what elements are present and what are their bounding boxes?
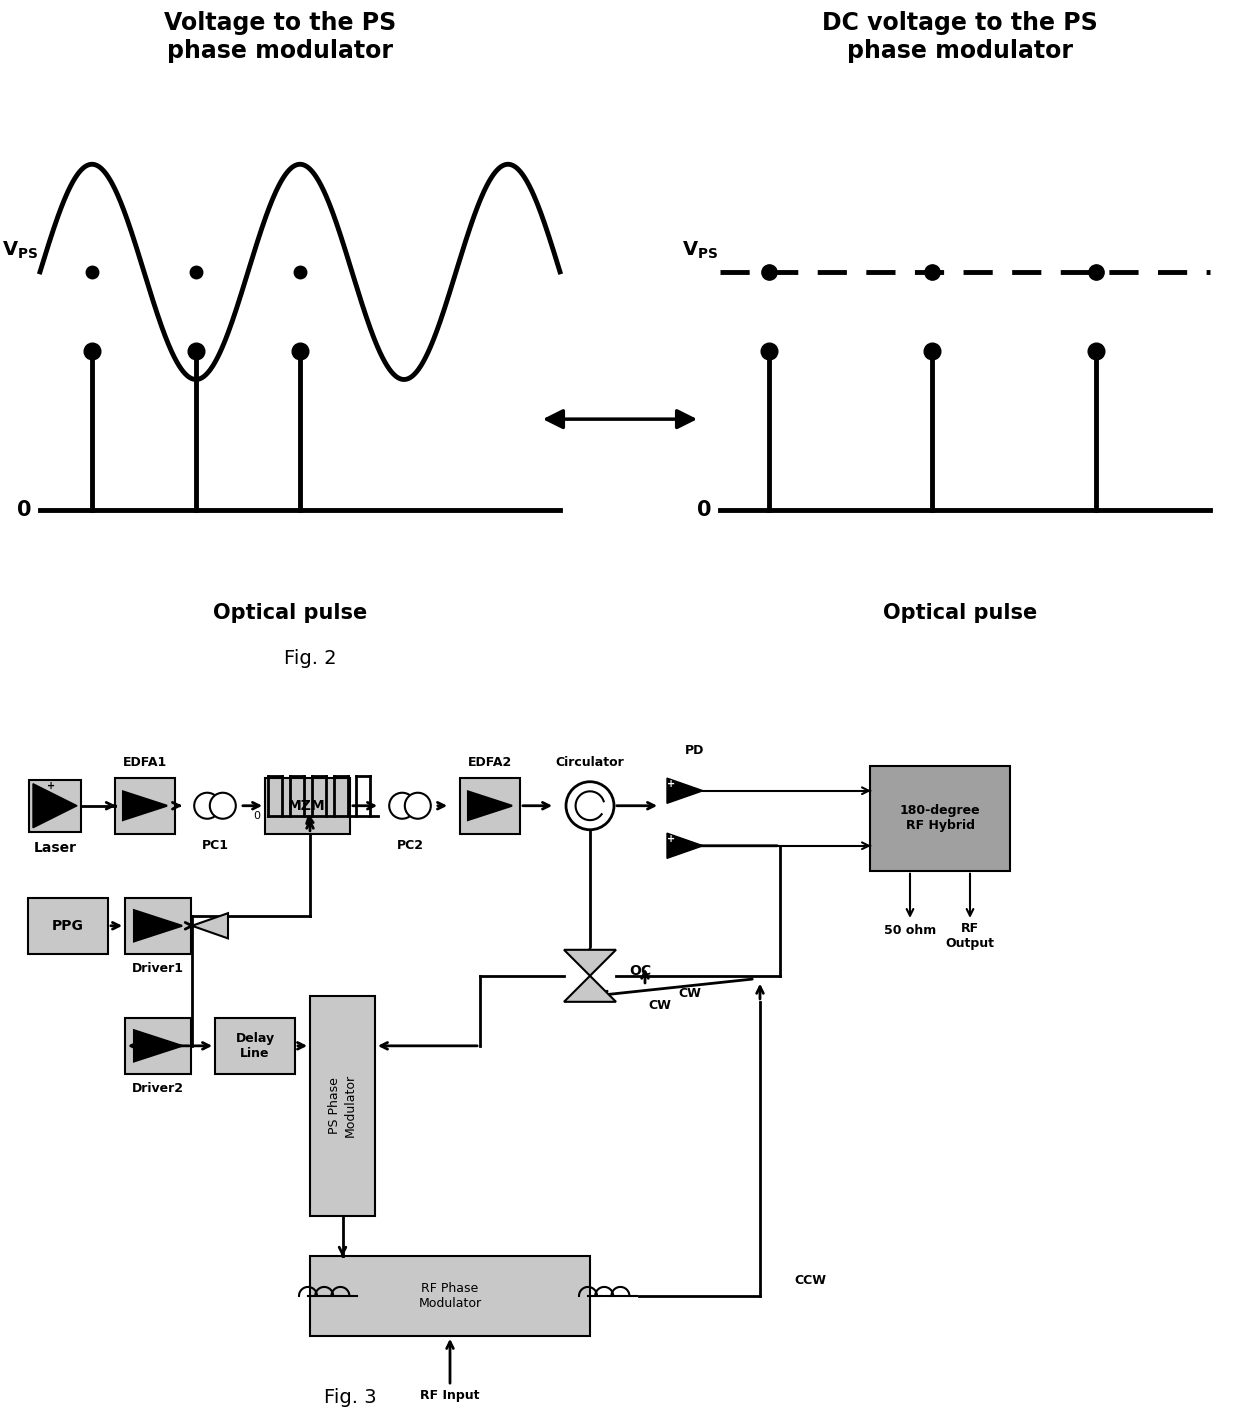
Text: CW: CW [649, 1000, 671, 1012]
Circle shape [195, 793, 221, 818]
FancyBboxPatch shape [310, 1256, 590, 1335]
Text: EDFA2: EDFA2 [467, 756, 512, 769]
FancyBboxPatch shape [29, 780, 81, 831]
Polygon shape [667, 779, 703, 803]
Polygon shape [123, 792, 167, 820]
Text: RF
Output: RF Output [945, 922, 994, 950]
Circle shape [389, 793, 415, 818]
Text: EDFA1: EDFA1 [123, 756, 167, 769]
Text: PC1: PC1 [201, 840, 228, 852]
Text: PC2: PC2 [397, 840, 424, 852]
FancyBboxPatch shape [125, 898, 191, 954]
Circle shape [404, 793, 430, 818]
Text: Voltage to the PS
phase modulator: Voltage to the PS phase modulator [164, 11, 396, 64]
Text: OC: OC [629, 964, 651, 978]
Text: RF Input: RF Input [420, 1389, 480, 1402]
FancyBboxPatch shape [115, 777, 175, 834]
FancyBboxPatch shape [310, 995, 374, 1216]
FancyBboxPatch shape [265, 777, 350, 834]
FancyBboxPatch shape [29, 898, 108, 954]
Text: Laser: Laser [33, 841, 77, 855]
Polygon shape [33, 783, 77, 828]
Text: Optical pulse: Optical pulse [213, 603, 367, 623]
Text: CW: CW [678, 987, 702, 1000]
Text: 180-degree
RF Hybrid: 180-degree RF Hybrid [900, 804, 981, 831]
Text: 50 ohm: 50 ohm [884, 925, 936, 937]
Text: +: + [667, 779, 675, 789]
Text: Fig. 3: Fig. 3 [324, 1389, 376, 1408]
Text: Delay
Line: Delay Line [236, 1032, 274, 1059]
Text: Fig. 2: Fig. 2 [284, 650, 336, 668]
Circle shape [565, 782, 614, 830]
Polygon shape [564, 976, 616, 1003]
Text: PD: PD [686, 745, 704, 758]
Text: Driver1: Driver1 [131, 963, 184, 976]
Text: PPG: PPG [52, 919, 84, 933]
Polygon shape [134, 1031, 182, 1062]
FancyBboxPatch shape [460, 777, 520, 834]
Text: DC voltage to the PS
phase modulator: DC voltage to the PS phase modulator [822, 11, 1097, 64]
Polygon shape [564, 950, 616, 976]
Text: CCW: CCW [794, 1274, 826, 1287]
Text: Driver2: Driver2 [131, 1082, 184, 1096]
Text: +: + [47, 780, 55, 790]
Polygon shape [467, 792, 512, 820]
FancyBboxPatch shape [215, 1018, 295, 1073]
FancyBboxPatch shape [870, 766, 1011, 871]
Text: RF Phase
Modulator: RF Phase Modulator [418, 1281, 481, 1310]
Text: +: + [667, 834, 675, 844]
Polygon shape [667, 833, 703, 858]
Text: MZM: MZM [288, 799, 326, 813]
Text: 0: 0 [253, 811, 260, 821]
Text: 0: 0 [17, 500, 32, 520]
Text: $\mathbf{V_{PS}}$: $\mathbf{V_{PS}}$ [682, 239, 718, 261]
Text: PS Phase
Modulator: PS Phase Modulator [329, 1075, 357, 1137]
Text: $\mathbf{V_{PS}}$: $\mathbf{V_{PS}}$ [1, 239, 38, 261]
Polygon shape [192, 913, 228, 939]
Text: Circulator: Circulator [556, 756, 625, 769]
FancyBboxPatch shape [125, 1018, 191, 1073]
Text: Optical pulse: Optical pulse [883, 603, 1037, 623]
Circle shape [210, 793, 236, 818]
Text: 0: 0 [697, 500, 712, 520]
Polygon shape [134, 910, 182, 942]
